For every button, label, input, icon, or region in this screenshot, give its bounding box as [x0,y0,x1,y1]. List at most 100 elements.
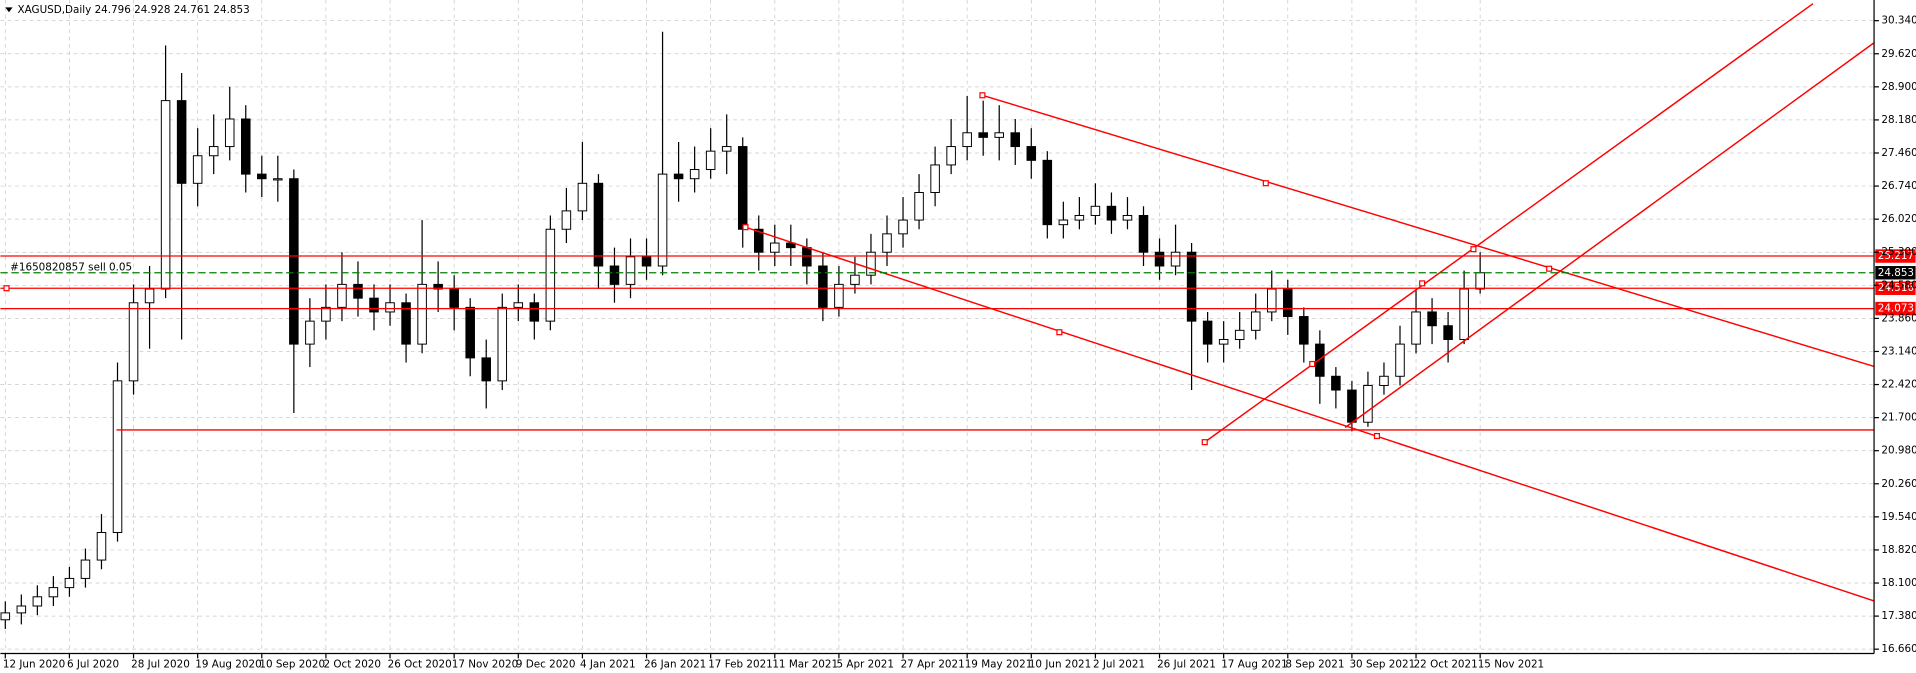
candle-body [529,302,540,322]
candle-body [1475,272,1485,290]
x-tick-label: 2 Oct 2020 [323,658,381,670]
candle-body [866,251,876,276]
trend-line [1204,3,1814,443]
candle-body [1058,219,1069,226]
x-tick-label: 8 Sep 2021 [1285,658,1344,670]
candle-body [1266,288,1277,313]
candle-body [1074,214,1085,221]
anchor-point [1201,439,1208,446]
trend-line [1344,42,1875,429]
y-tick-label: 26.740 [1881,180,1916,192]
candle-body [1106,205,1117,221]
level-box [1875,301,1916,316]
candle-body [673,173,684,180]
level-label: 24.516 [1878,282,1914,294]
candle-body [1122,214,1133,221]
candle-body [1347,389,1357,423]
candle-body [1202,320,1213,345]
candle-body [192,155,203,184]
candle-body [737,146,748,230]
y-tick-label: 21.700 [1881,412,1916,424]
x-tick-label: 26 Jul 2021 [1157,658,1216,670]
x-tick-label: 26 Jan 2021 [644,658,706,670]
candle-body [1443,325,1453,341]
candle-body [609,265,620,285]
y-tick-label: 24.580 [1881,279,1916,291]
grid [0,0,1875,654]
candle-body [561,210,572,230]
x-tick-label: 15 Nov 2021 [1478,658,1544,670]
candle-body [449,288,459,308]
axis-labels: 16.660 17.380 18.100 18.820 19.540 20.260 20.9… [3,15,1916,671]
anchor-point [742,224,749,231]
candle-body [16,605,27,614]
candle-body [1379,375,1389,386]
y-tick-label: 23.140 [1881,345,1916,357]
candle-body [417,283,427,345]
candle-body [978,132,988,138]
candle-body [1026,146,1037,161]
candle-body [930,164,940,193]
y-tick-label: 19.540 [1881,511,1916,523]
candle-body [994,132,1004,138]
y-tick-label: 18.100 [1881,577,1916,589]
x-tick-label: 5 Apr 2021 [836,658,894,670]
level-label: 24.073 [1878,303,1914,315]
candle-body [1042,159,1053,226]
x-tick-label: 11 Mar 2021 [772,658,838,670]
candle-body [128,302,139,382]
anchor-point [1056,329,1063,336]
candle-body [802,247,812,267]
candle-body [321,306,331,322]
x-tick-label: 26 Oct 2020 [388,658,452,670]
candle-body [385,302,395,313]
candle-body [305,320,315,345]
candle-body [1331,375,1341,391]
x-tick-label: 4 Jan 2021 [580,658,636,670]
candle-body [625,256,636,285]
anchor-point [1262,180,1269,187]
y-tick-label: 29.620 [1881,48,1916,60]
y-tick-label: 28.900 [1881,81,1916,93]
candle-body [64,577,75,589]
y-tick-label: 26.020 [1881,213,1916,225]
candle-body [240,118,251,175]
candle-body [1459,288,1469,341]
order-anchor [3,285,10,292]
candle-body [1299,316,1309,345]
x-tick-label: 19 Aug 2020 [195,658,261,670]
candle-body [657,173,668,267]
x-tick-label: 30 Sep 2021 [1349,658,1415,670]
anchor-point [1470,246,1477,253]
candle-body [641,256,652,267]
candle-body [1170,251,1181,267]
x-tick-label: 22 Oct 2021 [1414,658,1478,670]
candle-body [1283,288,1293,318]
y-tick-label: 23.860 [1881,312,1916,324]
candle-body [273,178,283,181]
anchor-point [1419,280,1426,287]
candle-body [770,242,780,253]
x-tick-label: 10 Sep 2020 [259,658,325,670]
candle-body [593,182,604,267]
candle-body [1138,214,1149,253]
x-tick-label: 17 Nov 2020 [452,658,518,670]
candle-body [1218,339,1229,345]
menu-triangle[interactable] [5,7,13,13]
candle-body [337,283,347,308]
anchor-point [1309,360,1316,368]
y-tick-label: 18.820 [1881,544,1916,556]
candle-body [1395,343,1405,377]
y-tick-label: 22.420 [1881,379,1916,391]
candle-body [401,302,411,345]
y-tick-label: 20.260 [1881,478,1916,490]
candle-body [1234,329,1245,341]
candle-body [705,150,716,171]
candle-body [1315,343,1325,377]
y-tick-label: 27.460 [1881,147,1916,159]
candle-body [48,587,59,598]
candle-body [689,169,700,180]
candle-body [289,178,299,345]
